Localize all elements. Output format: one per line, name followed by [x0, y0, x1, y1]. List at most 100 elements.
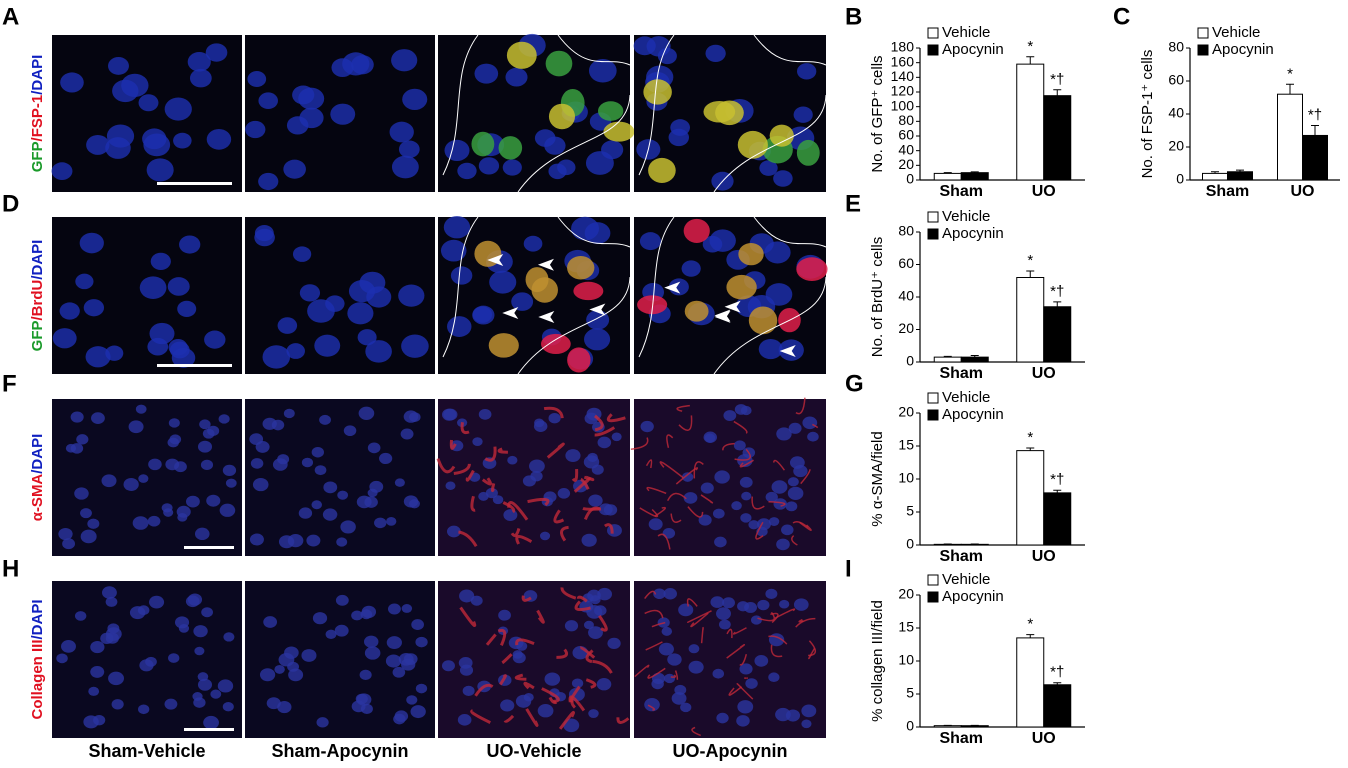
legend-label: Vehicle: [942, 208, 990, 225]
row-label-part: /BrdU: [29, 280, 46, 321]
fiber: [751, 496, 765, 510]
x-tick-label: Sham: [939, 183, 983, 200]
fiber: [497, 447, 508, 454]
fiber: [579, 646, 596, 659]
nucleus: [367, 442, 381, 454]
y-tick-label: 60: [898, 127, 914, 143]
micrograph: [52, 217, 242, 374]
fiber: [556, 648, 568, 659]
x-tick-label: UO: [1032, 548, 1056, 565]
nucleus: [86, 135, 110, 155]
fiber: [657, 533, 671, 550]
nucleus: [161, 503, 173, 513]
stained-cell: [648, 157, 676, 183]
significance-mark: *†: [1050, 664, 1064, 681]
fiber: [687, 610, 712, 623]
row-label-part: GFP: [29, 321, 46, 352]
nucleus: [168, 418, 180, 428]
fiber: [645, 641, 663, 651]
fiber: [795, 397, 806, 415]
nucleus: [76, 434, 89, 445]
bar: [1302, 134, 1328, 181]
nucleus: [359, 669, 372, 681]
nucleus: [262, 417, 277, 430]
fiber: [726, 628, 733, 639]
nucleus: [597, 436, 612, 449]
nucleus: [386, 517, 397, 526]
micrograph: [634, 216, 828, 375]
y-tick-label: 15: [898, 619, 914, 635]
nucleus: [394, 710, 409, 722]
nucleus: [374, 517, 387, 529]
fiber: [499, 674, 507, 686]
stained-cell: [737, 130, 768, 159]
nucleus: [768, 672, 780, 682]
nucleus: [758, 338, 783, 360]
nucleus: [502, 159, 522, 176]
nucleus: [801, 719, 812, 729]
stained-cell: [471, 131, 495, 157]
row-label: GFP/BrdU/DAPI: [29, 240, 46, 352]
legend-swatch: [927, 392, 939, 404]
nucleus: [128, 420, 144, 434]
nucleus: [470, 595, 483, 606]
fiber: [700, 626, 704, 644]
nucleus: [674, 684, 687, 696]
nucleus: [640, 420, 654, 433]
nucleus: [445, 481, 456, 490]
legend-label: Apocynin: [1212, 41, 1274, 58]
row-label: Collagen III/DAPI: [29, 599, 46, 719]
nucleus: [164, 97, 192, 121]
nucleus: [522, 475, 536, 487]
fiber: [773, 459, 786, 471]
nucleus: [797, 63, 817, 80]
nucleus: [249, 433, 264, 445]
significance-mark: *: [1027, 429, 1033, 446]
arrowhead: [537, 258, 554, 271]
nucleus: [351, 610, 363, 621]
nucleus: [322, 508, 338, 521]
nucleus: [283, 159, 306, 179]
nucleus: [385, 654, 402, 668]
nucleus: [91, 412, 105, 425]
nucleus: [168, 653, 180, 663]
nucleus: [731, 501, 742, 511]
nucleus: [478, 408, 492, 420]
nucleus: [681, 260, 701, 277]
nucleus: [748, 520, 760, 530]
nucleus: [698, 514, 712, 526]
nucleus: [186, 495, 200, 508]
y-tick-label: 15: [898, 437, 914, 453]
nucleus: [664, 673, 676, 684]
fiber: [693, 461, 704, 479]
nucleus: [88, 686, 100, 696]
bar: [933, 725, 962, 728]
fiber: [768, 501, 786, 507]
nucleus: [106, 124, 135, 148]
nucleus: [299, 284, 321, 302]
nucleus: [588, 494, 603, 507]
fiber: [497, 628, 507, 646]
nucleus: [415, 683, 428, 694]
fiber: [470, 495, 476, 512]
nucleus: [444, 139, 470, 162]
nucleus: [651, 678, 664, 690]
nucleus: [259, 668, 276, 682]
nucleus: [507, 455, 518, 465]
nucleus: [135, 404, 147, 414]
nucleus: [584, 412, 599, 425]
stained-cell: [643, 79, 672, 105]
fiber: [734, 448, 751, 461]
significance-mark: *: [1027, 616, 1033, 633]
stained-cell: [567, 347, 591, 373]
nucleus: [74, 611, 87, 621]
fiber: [502, 501, 516, 514]
nucleus: [739, 476, 753, 488]
fiber: [647, 704, 656, 711]
tubule-outline: [638, 216, 827, 375]
bar: [933, 356, 962, 363]
nucleus: [740, 405, 752, 416]
nucleus: [410, 705, 426, 719]
significance-mark: *†: [1050, 71, 1064, 88]
fiber: [521, 595, 532, 602]
